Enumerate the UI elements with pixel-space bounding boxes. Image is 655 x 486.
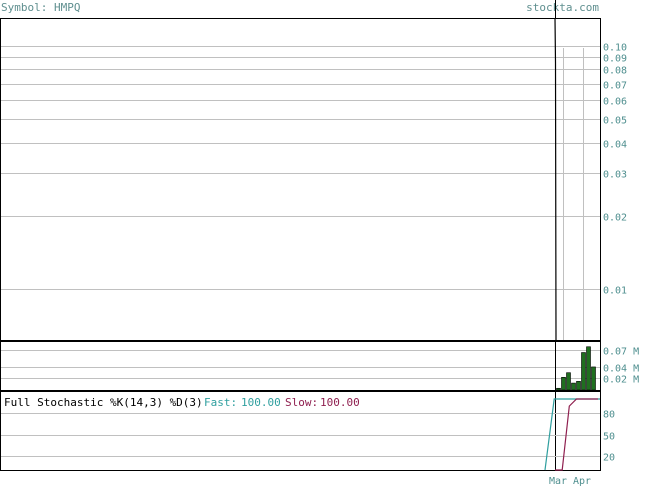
volume-bar bbox=[591, 366, 596, 391]
volume-tick-label: 0.07 M bbox=[603, 347, 639, 358]
stochastic-panel: Full Stochastic %K(14,3) %D(3) Fast: 100… bbox=[0, 391, 615, 471]
stochastic-tick-label: 20 bbox=[603, 453, 615, 464]
slow-label: Slow: bbox=[285, 396, 318, 409]
price-tick-label: 0.05 bbox=[603, 116, 627, 127]
price-tick-label: 0.02 bbox=[603, 213, 627, 224]
fast-value: 100.00 bbox=[241, 396, 281, 409]
volume-bar bbox=[576, 381, 581, 391]
volume-frame bbox=[0, 341, 601, 391]
symbol-label: Symbol: HMPQ bbox=[1, 1, 80, 14]
volume-bar bbox=[561, 377, 566, 391]
fast-label: Fast: bbox=[204, 396, 237, 409]
volume-bar bbox=[581, 352, 586, 391]
price-panel: 0.100.090.08 0.07 0.06 0.05 0.04 0.03 0.02 0.01 bbox=[0, 0, 627, 341]
x-tick-label: Apr bbox=[573, 476, 591, 486]
price-tick-label: 0.01 bbox=[603, 286, 627, 297]
fast-line bbox=[544, 398, 600, 471]
site-watermark: stockta.com bbox=[526, 1, 599, 14]
x-axis: Mar Apr bbox=[549, 476, 591, 486]
volume-tick-label: 0.02 M bbox=[603, 375, 639, 386]
stochastic-title: Full Stochastic %K(14,3) %D(3) bbox=[4, 396, 203, 409]
stochastic-frame bbox=[0, 391, 601, 471]
volume-panel: 0.07 M 0.04 M0.02 M bbox=[0, 341, 639, 470]
volume-bar bbox=[571, 382, 576, 391]
price-frame bbox=[0, 18, 601, 341]
volume-bar bbox=[586, 346, 591, 391]
x-tick-label: Mar bbox=[549, 476, 567, 486]
price-tick-label: 0.09 bbox=[603, 54, 627, 65]
price-tick-label: 0.10 bbox=[603, 43, 627, 54]
price-tick-label: 0.04 bbox=[603, 140, 627, 151]
price-tick-label: 0.08 bbox=[603, 66, 627, 77]
price-tick-label: 0.07 bbox=[603, 81, 627, 92]
slow-value: 100.00 bbox=[320, 396, 360, 409]
volume-bar bbox=[556, 387, 561, 391]
stochastic-tick-label: 80 bbox=[603, 410, 615, 421]
volume-tick-label: 0.04 M bbox=[603, 364, 639, 375]
price-tick-label: 0.03 bbox=[603, 170, 627, 181]
price-tick-label: 0.06 bbox=[603, 97, 627, 108]
price-line bbox=[554, 17, 557, 341]
stochastic-tick-label: 50 bbox=[603, 432, 615, 443]
slow-line bbox=[555, 398, 598, 471]
volume-bar bbox=[566, 372, 571, 391]
